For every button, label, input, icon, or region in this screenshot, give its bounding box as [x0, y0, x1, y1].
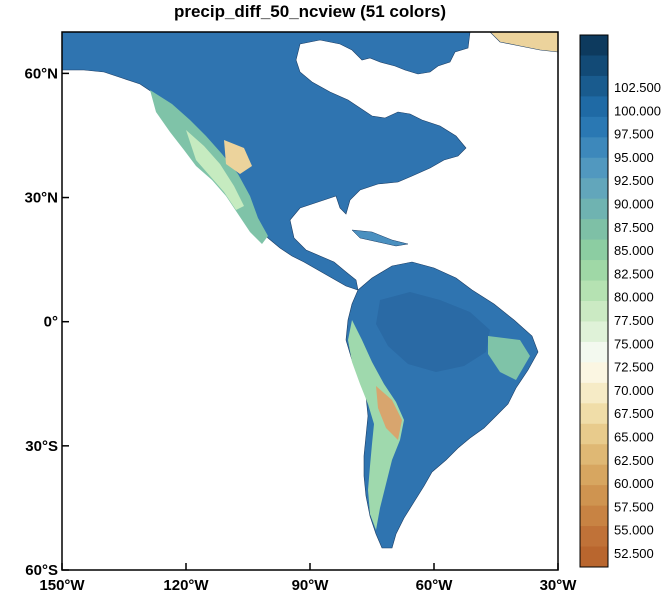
colorbar-swatch: [580, 485, 608, 507]
colorbar-label: 85.000: [614, 243, 654, 258]
colorbar-swatch: [580, 423, 608, 445]
colorbar-swatch: [580, 116, 608, 138]
colorbar-swatch: [580, 444, 608, 466]
colorbar-label: 70.000: [614, 383, 654, 398]
colorbar-swatch: [580, 362, 608, 384]
colorbar-label: 97.500: [614, 127, 654, 142]
great-basin: [224, 140, 252, 174]
colorbar-swatch: [580, 301, 608, 322]
colorbar-label: 100.000: [614, 103, 661, 118]
colorbar-label: 67.500: [614, 406, 654, 421]
andes: [348, 320, 404, 530]
colorbar-swatch: [580, 546, 608, 568]
colorbar-swatch: [580, 526, 608, 548]
lon-tick-label: 60°W: [416, 577, 454, 594]
map-title: precip_diff_50_ncview (51 colors): [173, 2, 447, 21]
colorbar-label: 92.500: [614, 173, 654, 188]
colorbar-label: 77.500: [614, 313, 654, 328]
colorbar-swatch: [580, 382, 608, 404]
colorbar-label: 57.500: [614, 499, 654, 514]
colorbar-swatch: [580, 157, 608, 179]
colorbar-swatch: [580, 260, 608, 282]
colorbar-swatch: [580, 321, 608, 343]
colorbar-swatch: [580, 464, 608, 486]
colorbar-swatch: [580, 198, 608, 220]
colorbar-label: 102.500: [614, 80, 661, 95]
colorbar-label: 82.500: [614, 266, 654, 281]
colorbar-label: 90.000: [614, 197, 654, 212]
colorbar-label: 62.500: [614, 453, 654, 468]
colorbar-swatch: [580, 75, 608, 97]
colorbar-label: 95.000: [614, 150, 654, 165]
lon-tick-label: 150°W: [39, 577, 85, 594]
northeast-brazil: [488, 336, 530, 380]
colorbar-label: 80.000: [614, 290, 654, 305]
lat-tick-label: 60°S: [25, 562, 58, 579]
amazon-basin: [376, 292, 490, 372]
rocky-mountains: [186, 130, 244, 210]
colorbar-swatch: [580, 96, 608, 118]
colorbar-label: 65.000: [614, 430, 654, 445]
colorbar-label: 72.500: [614, 360, 654, 375]
colorbar-swatch: [580, 403, 608, 425]
colorbar-swatch: [580, 341, 608, 363]
lon-tick-label: 30°W: [540, 577, 578, 594]
land-layer: [62, 32, 558, 549]
colorbar-swatch: [580, 219, 608, 241]
lon-tick-label: 90°W: [292, 577, 330, 594]
colorbar-swatch: [580, 55, 608, 77]
colorbar-label: 75.000: [614, 336, 654, 351]
lat-tick-label: 0°: [44, 314, 58, 331]
lat-tick-label: 30°S: [25, 438, 58, 455]
colorbar-swatch: [580, 178, 608, 200]
colorbar-label: 87.500: [614, 220, 654, 235]
caribbean-islands: [351, 229, 409, 247]
colorbar-swatch: [580, 137, 608, 159]
colorbar: 102.500 100.000 97.500 95.000 92.500 90.000 87…: [579, 34, 661, 568]
colorbar-label: 52.500: [614, 546, 654, 561]
latitude-axis: 60°N 30°N 0° 30°S 60°S: [24, 65, 69, 579]
lat-tick-label: 30°N: [24, 190, 58, 207]
lat-tick-label: 60°N: [24, 65, 58, 82]
longitude-axis: 150°W 120°W 90°W 60°W 30°W: [39, 563, 577, 594]
colorbar-label: 55.000: [614, 523, 654, 538]
colorbar-swatch: [580, 239, 608, 261]
lon-tick-label: 120°W: [163, 577, 209, 594]
colorbar-swatch: [580, 280, 608, 302]
colorbar-swatch: [580, 505, 608, 527]
altiplano: [376, 386, 402, 440]
colorbar-swatch: [580, 35, 608, 56]
greenland-landmass: [489, 32, 558, 53]
colorbar-label: 60.000: [614, 476, 654, 491]
colorbar-frame: [579, 34, 609, 568]
